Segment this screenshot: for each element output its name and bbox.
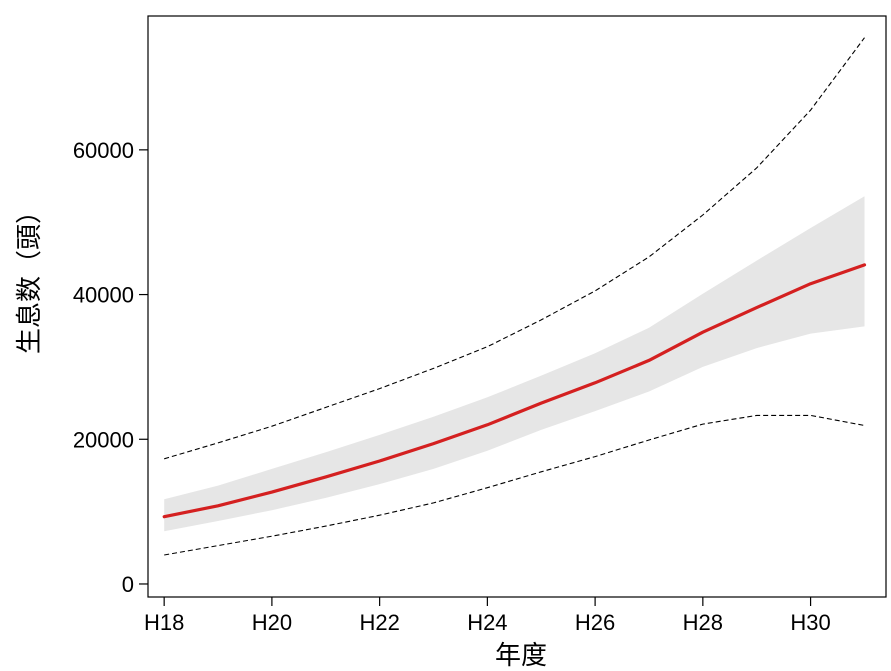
upper-interval-line (164, 37, 865, 460)
x-tick-label: H30 (790, 610, 830, 635)
x-tick-label: H18 (144, 610, 184, 635)
plot-frame (147, 15, 887, 598)
x-tick-label: H28 (683, 610, 723, 635)
lower-interval-line (164, 414, 865, 556)
x-axis-title: 年度 (495, 641, 547, 671)
x-tick-label: H24 (467, 610, 507, 635)
median-line (162, 263, 867, 519)
median-line-layer (162, 263, 867, 519)
y-axis-title: 生息数（頭） (15, 198, 45, 354)
confidence-band (164, 196, 865, 532)
y-tick-label: 40000 (73, 283, 134, 308)
y-tick-label: 60000 (73, 138, 134, 163)
x-tick-label: H26 (575, 610, 615, 635)
y-tick-label: 20000 (73, 427, 134, 452)
y-tick-label: 0 (122, 572, 134, 597)
axis-layer: 0 20000 40000 60000 H18 H20 H22 H24 H26 H28 H30 (73, 15, 887, 635)
x-tick-label: H22 (359, 610, 399, 635)
confidence-band-layer (164, 196, 865, 532)
x-tick-label: H20 (252, 610, 292, 635)
prediction-interval-layer (164, 37, 865, 556)
